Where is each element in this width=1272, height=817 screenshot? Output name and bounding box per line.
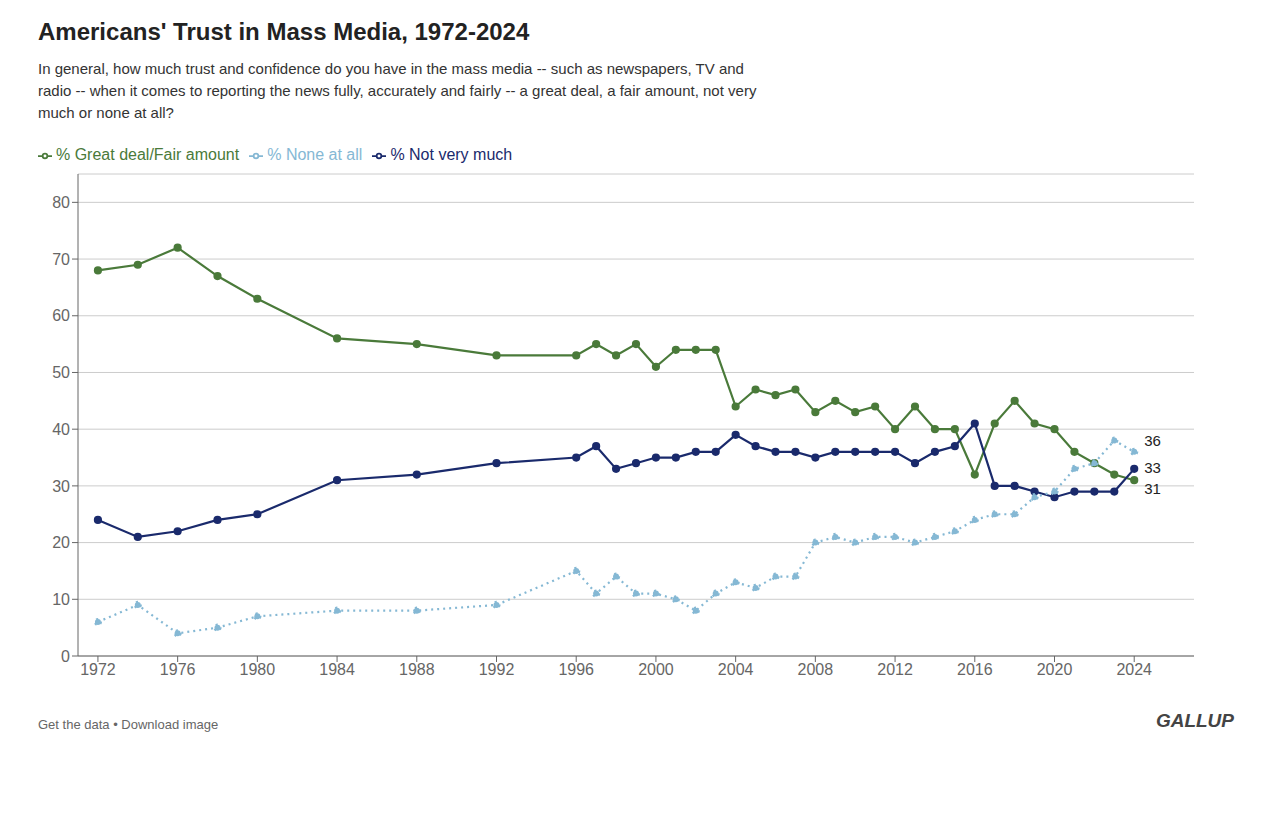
svg-text:0: 0 <box>61 648 70 665</box>
html-text:% None at all: % None at all <box>267 146 363 163</box>
svg-text:1980: 1980 <box>240 661 276 678</box>
svg-text:1972: 1972 <box>80 661 116 678</box>
svg-text:31: 31 <box>1144 480 1161 497</box>
svg-text:2004: 2004 <box>718 661 754 678</box>
svg-text:36: 36 <box>1144 432 1161 449</box>
svg-text:10: 10 <box>52 591 70 608</box>
svg-text:1984: 1984 <box>319 661 355 678</box>
svg-text:2008: 2008 <box>798 661 834 678</box>
html-text:GALLUP: GALLUP <box>1155 710 1234 731</box>
svg-text:2020: 2020 <box>1037 661 1073 678</box>
svg-text:2016: 2016 <box>957 661 993 678</box>
html-text:radio -- when it comes to repo: radio -- when it comes to reporting the … <box>38 82 757 99</box>
svg-text:80: 80 <box>52 194 70 211</box>
svg-text:1976: 1976 <box>160 661 196 678</box>
svg-text:1988: 1988 <box>399 661 435 678</box>
html-text:% Not very much: % Not very much <box>390 146 513 163</box>
svg-text:1992: 1992 <box>479 661 515 678</box>
html-text:In general, how much trust and: In general, how much trust and confidenc… <box>38 60 744 77</box>
svg-text:60: 60 <box>52 307 70 324</box>
svg-text:2000: 2000 <box>638 661 674 678</box>
svg-text:1996: 1996 <box>558 661 594 678</box>
svg-text:70: 70 <box>52 251 70 268</box>
html-text:much or none at all?: much or none at all? <box>38 104 174 121</box>
html-text:Americans' Trust in Mass Media: Americans' Trust in Mass Media, 1972-202… <box>38 18 530 45</box>
svg-text:30: 30 <box>52 478 70 495</box>
svg-text:40: 40 <box>52 421 70 438</box>
svg-text:2012: 2012 <box>877 661 913 678</box>
svg-text:2024: 2024 <box>1116 661 1152 678</box>
svg-text:33: 33 <box>1144 459 1161 476</box>
svg-text:50: 50 <box>52 364 70 381</box>
html-text:Get the data • Download image: Get the data • Download image <box>38 717 219 732</box>
html-text:% Great deal/Fair amount: % Great deal/Fair amount <box>56 146 240 163</box>
svg-text:20: 20 <box>52 534 70 551</box>
